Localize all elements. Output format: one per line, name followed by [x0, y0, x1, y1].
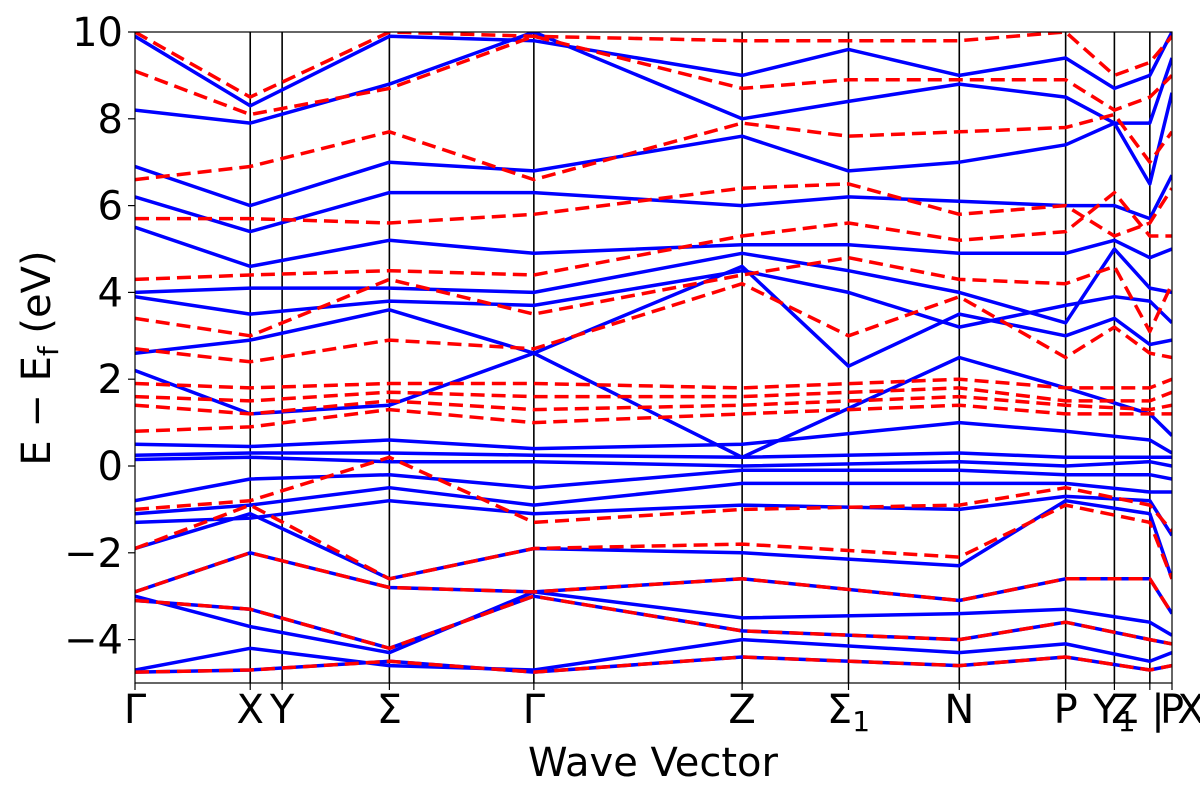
y-tick-label-4: 2 — [98, 357, 123, 403]
red-dashed-band-1 — [135, 594, 1172, 651]
band-lines — [135, 32, 1172, 674]
red-dashed-band-2 — [135, 551, 1172, 615]
blue-solid-band-12 — [135, 351, 1172, 460]
x-tick-label-3: Σ — [377, 687, 402, 733]
red-dashed-band-6 — [135, 394, 1172, 416]
x-tick-label-8: P — [1054, 687, 1078, 733]
red-dashed-band-10 — [135, 255, 1172, 338]
y-tick-label-5: 0 — [98, 444, 123, 490]
blue-solid-band-13 — [135, 264, 1172, 368]
blue-solid-band-9 — [135, 455, 1172, 468]
y-tick-label-2: 6 — [98, 184, 123, 230]
red-dashed-band-14 — [135, 34, 1172, 117]
y-tick-label-0: 10 — [72, 10, 123, 56]
blue-solid-band-5 — [135, 498, 1172, 581]
x-tick-label-0: Γ — [124, 687, 147, 733]
x-axis-ticks: Γ X Y Σ Γ Z Σ1 N P Y1Z | XP — [124, 683, 1200, 738]
blue-solid-band-1 — [135, 637, 1172, 672]
x-tick-label-11: P — [1160, 687, 1184, 733]
red-dashed-band-4 — [135, 455, 1172, 533]
red-dashed-band-5 — [135, 403, 1172, 434]
x-tick-label-1: X — [237, 687, 264, 733]
blue-solid-band-8 — [135, 468, 1172, 503]
blue-solid-band-14 — [135, 268, 1172, 329]
blue-solid-band-17 — [135, 174, 1172, 234]
red-dashed-band-8 — [135, 377, 1172, 390]
blue-solid-band-2 — [135, 594, 1172, 651]
y-axis-label-unit: (eV) — [14, 250, 60, 346]
blue-solid-band-18 — [135, 92, 1172, 208]
x-tick-label-6: Σ1 — [827, 687, 870, 738]
blue-solid-band-7 — [135, 481, 1172, 516]
x-tick-label-5: Z — [728, 687, 755, 733]
y-axis-label-sub: f — [32, 345, 65, 356]
y-tick-label-3: 4 — [98, 270, 123, 316]
blue-solid-band-11 — [135, 420, 1172, 455]
x-tick-label-4: Γ — [523, 687, 546, 733]
y-axis-ticks: 10 8 6 4 2 0 −2 −4 — [64, 10, 135, 664]
red-dashed-band-13 — [135, 112, 1172, 182]
y-axis-label: E − Ef (eV) — [14, 250, 65, 465]
y-tick-label-1: 8 — [98, 97, 123, 143]
red-dashed-band-11 — [135, 190, 1172, 282]
y-tick-label-6: −2 — [64, 531, 123, 577]
y-axis-label-main: E − E — [14, 356, 60, 466]
blue-solid-band-15 — [135, 247, 1172, 325]
red-dashed-band-15 — [135, 32, 1172, 99]
x-tick-label-10: Z | X — [1111, 687, 1200, 733]
red-dashed-band-9 — [135, 281, 1172, 364]
blue-solid-band-16 — [135, 225, 1172, 269]
plot-frame — [134, 31, 1173, 684]
x-tick-label-7: N — [944, 687, 974, 733]
x-tick-label-2: Y — [269, 687, 295, 733]
red-dashed-band-3 — [135, 503, 1172, 581]
blue-solid-band-10 — [135, 451, 1172, 460]
blue-solid-band-3 — [135, 590, 1172, 655]
blue-solid-band-20 — [135, 32, 1172, 108]
y-tick-label-7: −4 — [64, 618, 123, 664]
x-axis-label: Wave Vector — [528, 740, 779, 786]
red-dashed-band-7 — [135, 386, 1172, 403]
red-dashed-band-0 — [135, 655, 1172, 674]
red-dashed-band-12 — [135, 182, 1172, 238]
kpoint-separator-lines — [249, 32, 1151, 683]
